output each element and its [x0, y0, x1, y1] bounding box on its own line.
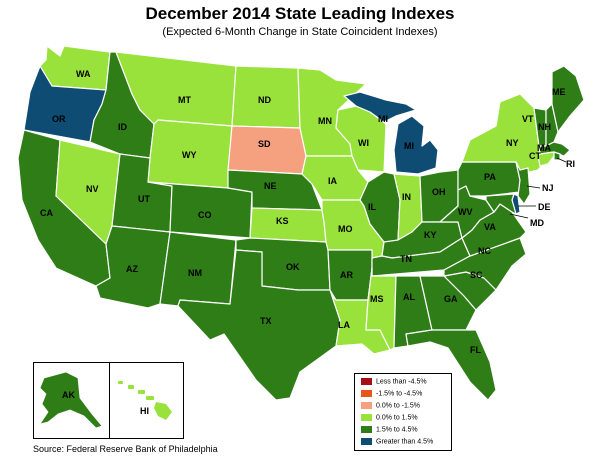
legend-swatch: [361, 426, 372, 433]
label-TX: TX: [260, 316, 272, 326]
label-MD: MD: [530, 218, 544, 228]
label-IL: IL: [368, 202, 377, 212]
label-DE: DE: [538, 202, 551, 212]
legend-swatch: [361, 402, 372, 409]
label-CA: CA: [40, 208, 53, 218]
label-MT: MT: [178, 95, 191, 105]
label-MI: MI: [404, 141, 414, 151]
label-WI: WI: [358, 138, 369, 148]
label-KS: KS: [276, 216, 289, 226]
label-AL: AL: [403, 292, 415, 302]
label-NY: NY: [506, 138, 519, 148]
state-FL: [405, 329, 497, 401]
legend-swatch: [361, 414, 372, 421]
label-NJ: NJ: [542, 183, 554, 193]
label-NC: NC: [478, 246, 491, 256]
state-MD: [485, 193, 517, 215]
label-AK: AK: [62, 390, 75, 400]
label-RI: RI: [566, 159, 575, 169]
state-SD: [227, 125, 307, 175]
legend-item: 0.0% to -1.5%: [361, 402, 420, 411]
label-KY: KY: [424, 230, 437, 240]
alaska-inset-box: [33, 362, 110, 439]
map-title: December 2014 State Leading Indexes: [145, 4, 455, 23]
state-RI: [553, 151, 561, 161]
label-IA: IA: [328, 176, 338, 186]
state-MI-upper: [343, 91, 417, 123]
hawaii-inset-box: [108, 362, 184, 439]
label-NM: NM: [188, 268, 202, 278]
state-ME: [551, 65, 585, 133]
legend-swatch: [361, 390, 372, 397]
state-NJ: [515, 161, 531, 205]
label-WY: WY: [182, 150, 197, 160]
label-AR: AR: [340, 270, 353, 280]
label-NH: NH: [538, 122, 551, 132]
state-AK: [39, 371, 103, 429]
label-NV: NV: [86, 184, 99, 194]
state-MI: [393, 115, 439, 175]
label-IN: IN: [402, 192, 411, 202]
legend-item: 1.5% to 4.5%: [361, 426, 418, 435]
legend-item: -1.5% to -4.5%: [361, 390, 422, 399]
label-OH: OH: [432, 187, 446, 197]
label-TN: TN: [400, 254, 412, 264]
label-MA: MA: [537, 143, 551, 153]
label-VA: VA: [484, 222, 496, 232]
label-CO: CO: [198, 210, 212, 220]
label-ND: ND: [258, 95, 271, 105]
state-TN: [371, 237, 471, 277]
label-MN: MN: [318, 116, 332, 126]
label-ME: ME: [552, 87, 566, 97]
label-HI: HI: [140, 406, 149, 416]
label-WA: WA: [76, 69, 91, 79]
state-HI-group: [118, 381, 172, 420]
label-OR: OR: [52, 114, 66, 124]
label-CT: CT: [529, 151, 541, 161]
label-MS: MS: [370, 294, 384, 304]
label-AZ: AZ: [126, 264, 138, 274]
label-FL: FL: [470, 345, 481, 355]
legend-swatch: [361, 438, 372, 445]
label-WV: WV: [458, 207, 473, 217]
label-SD: SD: [258, 139, 271, 149]
label-OK: OK: [286, 262, 300, 272]
state-TX: [177, 249, 341, 401]
label-LA: LA: [338, 320, 350, 330]
legend-item: Greater than 4.5%: [361, 438, 433, 447]
label-MI-upper: MI: [378, 114, 388, 124]
state-NH: [545, 103, 559, 147]
label-GA: GA: [444, 294, 458, 304]
label-NE: NE: [264, 181, 277, 191]
state-AZ: [95, 225, 171, 309]
label-SC: SC: [470, 270, 483, 280]
source-note: Source: Federal Reserve Bank of Philadel…: [33, 444, 218, 454]
label-UT: UT: [138, 194, 150, 204]
legend-item: Less than -4.5%: [361, 378, 427, 387]
legend-swatch: [361, 378, 372, 385]
legend: Less than -4.5% -1.5% to -4.5% 0.0% to -…: [354, 373, 452, 451]
legend-item: 0.0% to 1.5%: [361, 414, 418, 423]
label-VT: VT: [522, 114, 534, 124]
label-PA: PA: [484, 172, 496, 182]
map-subtitle: (Expected 6-Month Change in State Coinci…: [162, 26, 438, 38]
label-ID: ID: [118, 122, 128, 132]
label-MO: MO: [338, 224, 353, 234]
label-leader-lines: [509, 157, 567, 219]
